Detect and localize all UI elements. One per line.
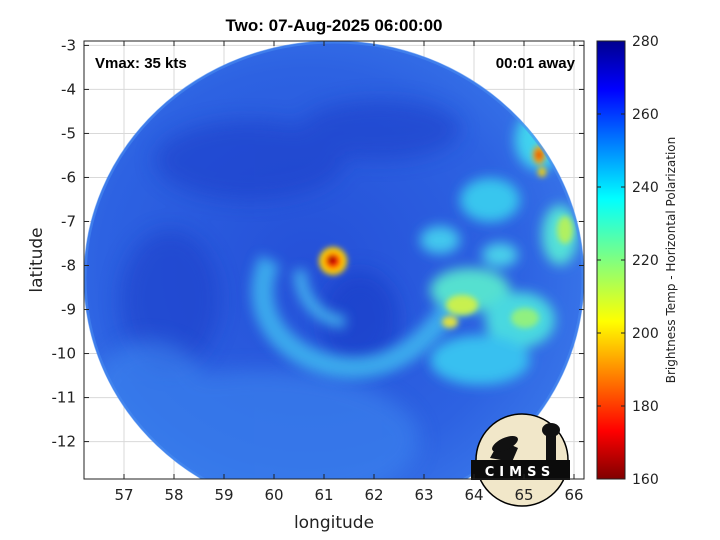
colorbar: 280 260 240 220 200 180 160 Brightness Temp - … xyxy=(596,34,678,488)
y-tick-label: -7 xyxy=(61,212,76,230)
y-tick-label: -12 xyxy=(52,433,77,451)
colorbar-label: Brightness Temp - Horizontal Polarizatio… xyxy=(664,137,678,384)
x-tick-label: 62 xyxy=(364,486,383,504)
colorbar-tick-label: 260 xyxy=(632,107,659,123)
colorbar-tick-label: 280 xyxy=(632,34,659,50)
x-tick-label: 57 xyxy=(114,486,133,504)
x-tick-label: 60 xyxy=(264,486,283,504)
y-tick-label: -3 xyxy=(61,36,76,54)
x-tick-label: 66 xyxy=(564,486,583,504)
logo-text: CIMSS xyxy=(485,465,555,480)
vmax-annotation: Vmax: 35 kts xyxy=(95,55,187,72)
x-tick-label: 59 xyxy=(214,486,233,504)
plot-frame xyxy=(83,40,585,480)
x-tick-label: 58 xyxy=(164,486,183,504)
colorbar-ticks: 280 260 240 220 200 180 160 xyxy=(597,34,659,488)
y-tick-label: -5 xyxy=(61,124,76,142)
y-tick-label: -4 xyxy=(61,80,76,98)
y-tick-label: -6 xyxy=(61,168,76,186)
colorbar-tick-label: 200 xyxy=(632,326,659,342)
x-axis: 57 58 59 60 61 62 63 64 65 66 xyxy=(114,41,584,504)
time-offset-annotation: 00:01 away xyxy=(496,55,576,72)
y-tick-label: -9 xyxy=(61,301,76,319)
colorbar-gradient xyxy=(596,40,626,480)
y-tick-label: -8 xyxy=(61,257,76,275)
y-axis: -3 -4 -5 -6 -7 -8 -9 -10 -11 -12 xyxy=(52,36,584,451)
y-tick-label: -10 xyxy=(52,345,77,363)
colorbar-tick-label: 180 xyxy=(632,399,659,415)
cimss-logo: CIMSS xyxy=(471,413,570,507)
y-tick-label: -11 xyxy=(52,389,77,407)
plot-area: CIMSS Vmax: 35 kts 00:01 away xyxy=(83,40,585,507)
x-tick-label: 63 xyxy=(414,486,433,504)
colorbar-tick-label: 240 xyxy=(632,180,659,196)
x-tick-label: 65 xyxy=(514,486,533,504)
x-tick-label: 61 xyxy=(314,486,333,504)
x-tick-label: 64 xyxy=(464,486,483,504)
colorbar-tick-label: 220 xyxy=(632,253,659,269)
colorbar-tick-label: 160 xyxy=(632,472,659,488)
x-axis-label: longitude xyxy=(294,513,374,533)
y-axis-label: latitude xyxy=(27,227,47,292)
chart-title: Two: 07-Aug-2025 06:00:00 xyxy=(226,16,443,35)
